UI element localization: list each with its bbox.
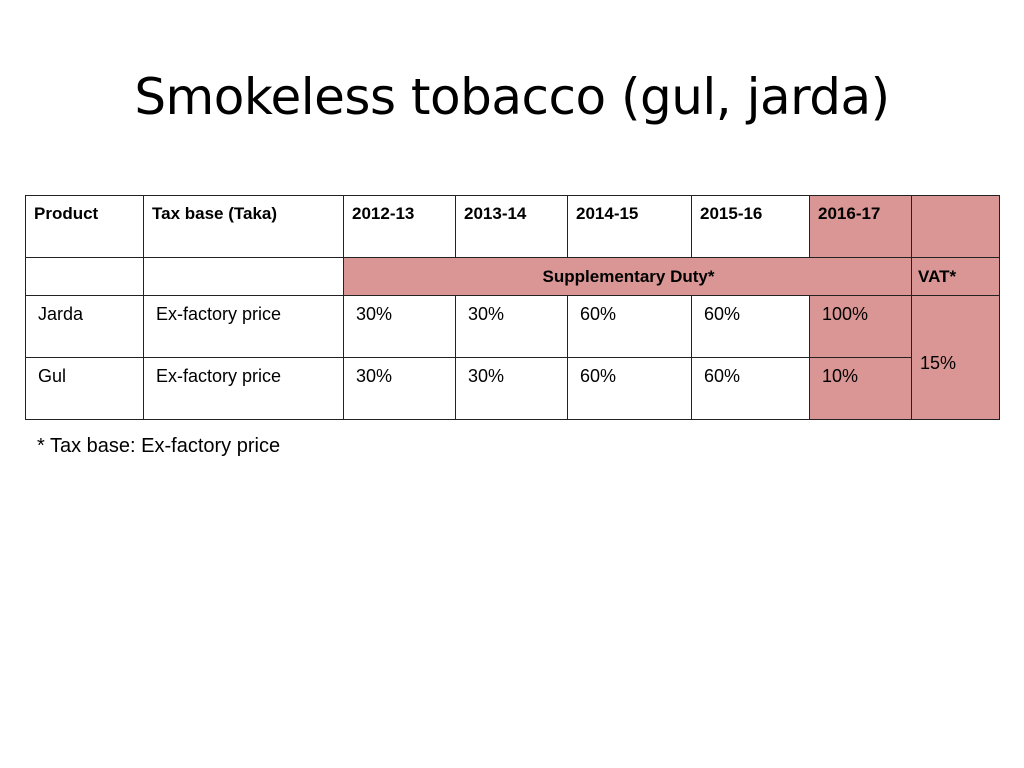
header-cell-empty <box>911 195 1000 258</box>
header-cell: 2014-15 <box>567 195 692 258</box>
header-cell: Product <box>25 195 144 258</box>
header-cell: Tax base (Taka) <box>143 195 344 258</box>
vat-value-cell: 15% <box>911 295 1000 420</box>
header-cell-highlighted: 2016-17 <box>809 195 912 258</box>
rate-cell-highlighted: 100% <box>809 295 912 358</box>
tax-base-cell: Ex-factory price <box>143 295 344 358</box>
rate-cell: 30% <box>455 357 568 420</box>
header-cell: 2012-13 <box>343 195 456 258</box>
rate-cell-highlighted: 10% <box>809 357 912 420</box>
table-header-row: Product Tax base (Taka) 2012-13 2013-14 … <box>25 195 1000 258</box>
slide-title: Smokeless tobacco (gul, jarda) <box>134 68 890 126</box>
table-row: Gul Ex-factory price 30% 30% 60% 60% 10% <box>25 357 1000 420</box>
product-cell: Gul <box>25 357 144 420</box>
rate-cell: 30% <box>343 357 456 420</box>
tax-table: Product Tax base (Taka) 2012-13 2013-14 … <box>25 195 1000 420</box>
table-row: Jarda Ex-factory price 30% 30% 60% 60% 1… <box>25 295 1000 420</box>
rate-cell: 30% <box>343 295 456 358</box>
rate-cell: 30% <box>455 295 568 358</box>
footnote: * Tax base: Ex-factory price <box>37 435 281 457</box>
product-cell: Jarda <box>25 295 144 358</box>
header-cell: 2015-16 <box>691 195 810 258</box>
supplementary-duty-label: Supplementary Duty* <box>343 257 912 296</box>
rate-cell: 60% <box>567 295 692 358</box>
table-group-row: Supplementary Duty* VAT* <box>25 257 1000 296</box>
empty-cell <box>143 257 344 296</box>
rate-cell: 60% <box>691 357 810 420</box>
rate-cell: 60% <box>567 357 692 420</box>
vat-label: VAT* <box>911 257 1000 296</box>
tax-base-cell: Ex-factory price <box>143 357 344 420</box>
empty-cell <box>25 257 144 296</box>
header-cell: 2013-14 <box>455 195 568 258</box>
rate-cell: 60% <box>691 295 810 358</box>
